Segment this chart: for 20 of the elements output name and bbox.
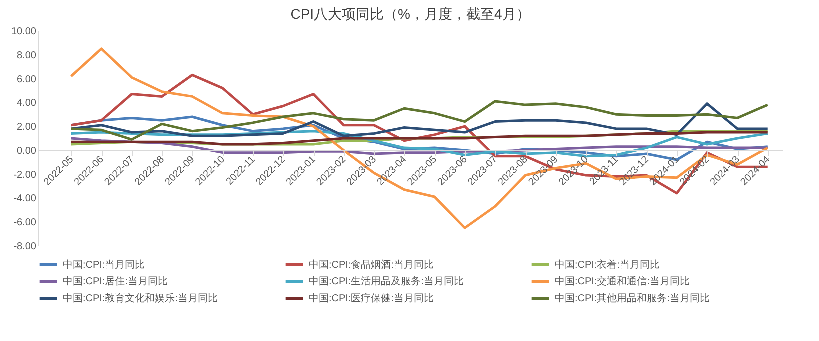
legend-label: 中国:CPI:医疗保健:当月同比 [309,292,434,304]
y-tick-label: 4.00 [17,98,37,110]
legend-label: 中国:CPI:当月同比 [63,258,146,271]
legend-label: 中国:CPI:衣着:当月同比 [555,258,660,271]
y-tick-label: 2.00 [17,122,37,134]
y-tick-label: 10.00 [11,26,37,38]
legend-label: 中国:CPI:生活用品及服务:当月同比 [309,276,464,288]
y-tick-label: 8.00 [17,50,37,62]
legend-label: 中国:CPI:居住:当月同比 [63,276,168,288]
legend-label: 中国:CPI:交通和通信:当月同比 [555,276,690,288]
chart-title: CPI八大项同比（%，月度，截至4月） [290,6,530,22]
y-tick-label: -6.00 [14,218,37,229]
y-tick-label: 0.00 [17,146,37,157]
y-tick-label: 6.00 [17,74,37,86]
legend-label: 中国:CPI:其他用品和服务:当月同比 [555,292,710,304]
y-tick-label: -8.00 [14,242,37,252]
legend-label: 中国:CPI:教育文化和娱乐:当月同比 [63,292,218,304]
legend-label: 中国:CPI:食品烟酒:当月同比 [309,258,434,271]
y-tick-label: -2.00 [14,170,37,181]
y-tick-label: -4.00 [14,194,37,205]
